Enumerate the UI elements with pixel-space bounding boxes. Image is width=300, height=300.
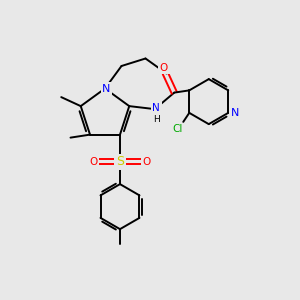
- Text: O: O: [160, 63, 168, 73]
- Text: N: N: [102, 83, 111, 94]
- Text: Cl: Cl: [172, 124, 182, 134]
- Text: O: O: [142, 157, 151, 166]
- Text: H: H: [153, 115, 160, 124]
- Text: O: O: [89, 157, 98, 166]
- Text: S: S: [116, 155, 124, 168]
- Text: N: N: [231, 108, 239, 118]
- Text: N: N: [152, 103, 160, 112]
